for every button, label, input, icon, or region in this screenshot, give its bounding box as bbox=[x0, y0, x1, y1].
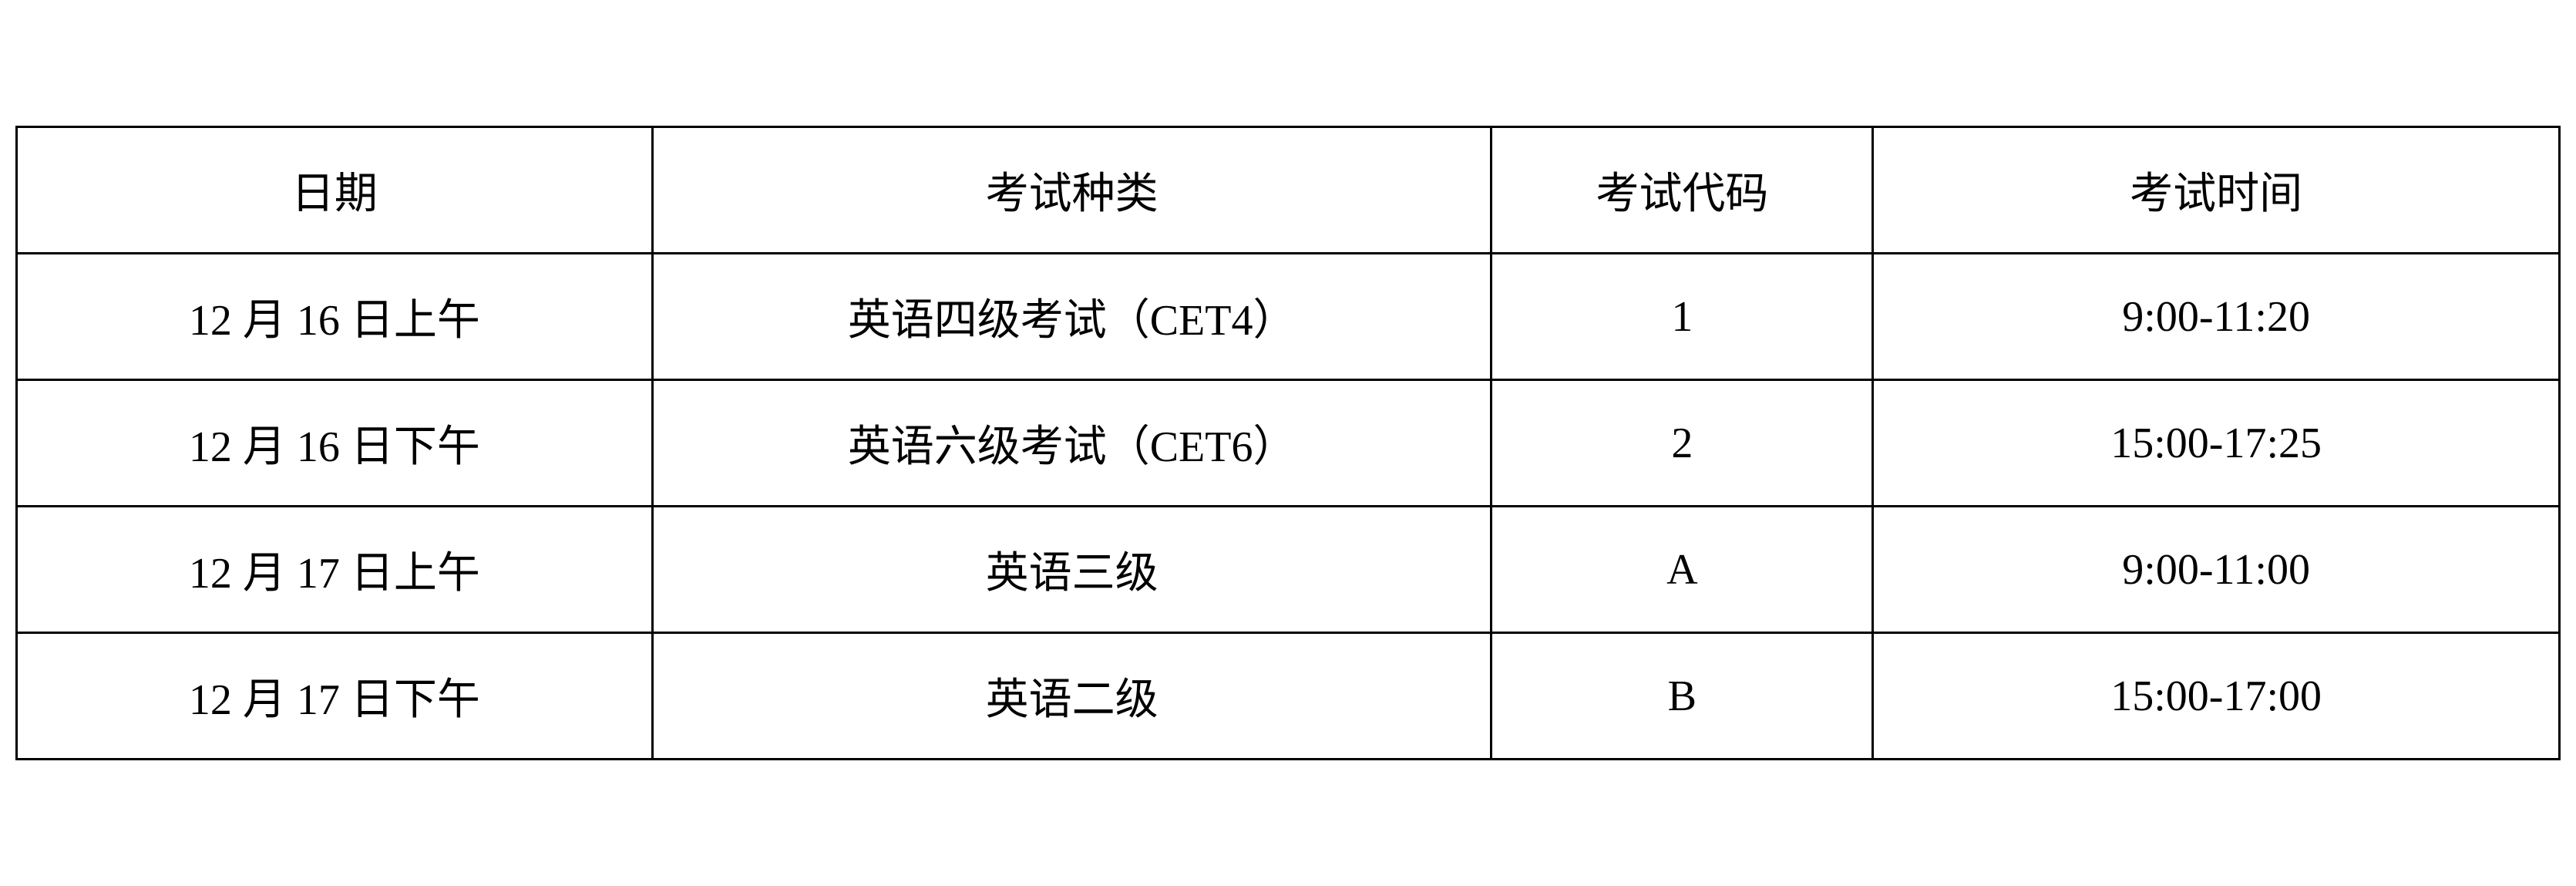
header-row: 日期 考试种类 考试代码 考试时间 bbox=[17, 127, 2560, 254]
exam-schedule-table-container: 日期 考试种类 考试代码 考试时间 12 月 16 日上午 英语四级考试（CET… bbox=[15, 126, 2561, 760]
header-date: 日期 bbox=[17, 127, 653, 254]
cell-code: B bbox=[1491, 633, 1873, 760]
table-header: 日期 考试种类 考试代码 考试时间 bbox=[17, 127, 2560, 254]
cell-code: 2 bbox=[1491, 380, 1873, 507]
cell-date: 12 月 17 日上午 bbox=[17, 507, 653, 633]
exam-schedule-table: 日期 考试种类 考试代码 考试时间 12 月 16 日上午 英语四级考试（CET… bbox=[15, 126, 2561, 760]
cell-time: 15:00-17:00 bbox=[1873, 633, 2560, 760]
table-row: 12 月 16 日上午 英语四级考试（CET4） 1 9:00-11:20 bbox=[17, 254, 2560, 380]
table-body: 12 月 16 日上午 英语四级考试（CET4） 1 9:00-11:20 12… bbox=[17, 254, 2560, 760]
cell-date: 12 月 16 日上午 bbox=[17, 254, 653, 380]
cell-type: 英语二级 bbox=[652, 633, 1491, 760]
header-type: 考试种类 bbox=[652, 127, 1491, 254]
cell-code: 1 bbox=[1491, 254, 1873, 380]
cell-date: 12 月 16 日下午 bbox=[17, 380, 653, 507]
cell-time: 9:00-11:20 bbox=[1873, 254, 2560, 380]
cell-time: 15:00-17:25 bbox=[1873, 380, 2560, 507]
header-code: 考试代码 bbox=[1491, 127, 1873, 254]
table-row: 12 月 16 日下午 英语六级考试（CET6） 2 15:00-17:25 bbox=[17, 380, 2560, 507]
cell-type: 英语三级 bbox=[652, 507, 1491, 633]
cell-date: 12 月 17 日下午 bbox=[17, 633, 653, 760]
table-row: 12 月 17 日上午 英语三级 A 9:00-11:00 bbox=[17, 507, 2560, 633]
cell-type: 英语四级考试（CET4） bbox=[652, 254, 1491, 380]
cell-type: 英语六级考试（CET6） bbox=[652, 380, 1491, 507]
cell-time: 9:00-11:00 bbox=[1873, 507, 2560, 633]
cell-code: A bbox=[1491, 507, 1873, 633]
table-row: 12 月 17 日下午 英语二级 B 15:00-17:00 bbox=[17, 633, 2560, 760]
header-time: 考试时间 bbox=[1873, 127, 2560, 254]
